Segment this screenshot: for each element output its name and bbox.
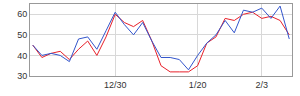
svg-text:1/20: 1/20 <box>189 80 207 90</box>
svg-text:40: 40 <box>17 51 27 61</box>
svg-text:50: 50 <box>17 30 27 40</box>
svg-text:60: 60 <box>17 9 27 19</box>
svg-text:2/3: 2/3 <box>256 80 269 90</box>
svg-text:30: 30 <box>17 71 27 81</box>
svg-text:12/30: 12/30 <box>104 80 127 90</box>
